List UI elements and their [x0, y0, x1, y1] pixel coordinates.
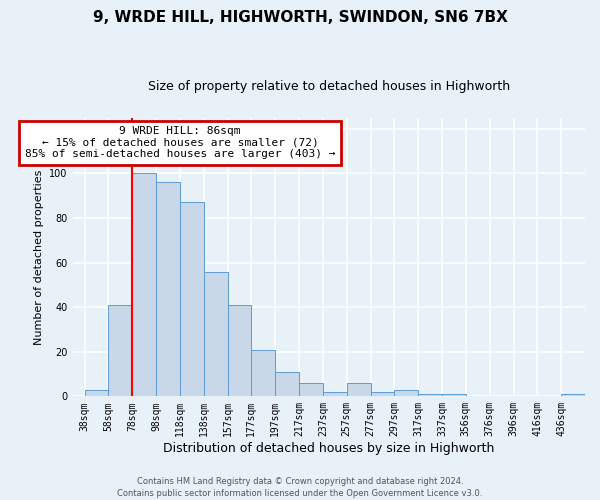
- Bar: [132, 174, 156, 396]
- Bar: [156, 182, 180, 396]
- Bar: [85, 390, 109, 396]
- Bar: [323, 392, 347, 396]
- Bar: [109, 305, 132, 396]
- Bar: [227, 305, 251, 396]
- Text: Contains HM Land Registry data © Crown copyright and database right 2024.
Contai: Contains HM Land Registry data © Crown c…: [118, 476, 482, 498]
- Bar: [203, 272, 227, 396]
- Bar: [561, 394, 585, 396]
- Title: Size of property relative to detached houses in Highworth: Size of property relative to detached ho…: [148, 80, 510, 93]
- Bar: [299, 383, 323, 396]
- Bar: [275, 372, 299, 396]
- X-axis label: Distribution of detached houses by size in Highworth: Distribution of detached houses by size …: [163, 442, 494, 455]
- Bar: [251, 350, 275, 397]
- Text: 9, WRDE HILL, HIGHWORTH, SWINDON, SN6 7BX: 9, WRDE HILL, HIGHWORTH, SWINDON, SN6 7B…: [92, 10, 508, 25]
- Bar: [347, 383, 371, 396]
- Bar: [371, 392, 394, 396]
- Bar: [418, 394, 442, 396]
- Text: 9 WRDE HILL: 86sqm
← 15% of detached houses are smaller (72)
85% of semi-detache: 9 WRDE HILL: 86sqm ← 15% of detached hou…: [25, 126, 335, 160]
- Bar: [394, 390, 418, 396]
- Bar: [180, 202, 203, 396]
- Y-axis label: Number of detached properties: Number of detached properties: [34, 170, 44, 344]
- Bar: [442, 394, 466, 396]
